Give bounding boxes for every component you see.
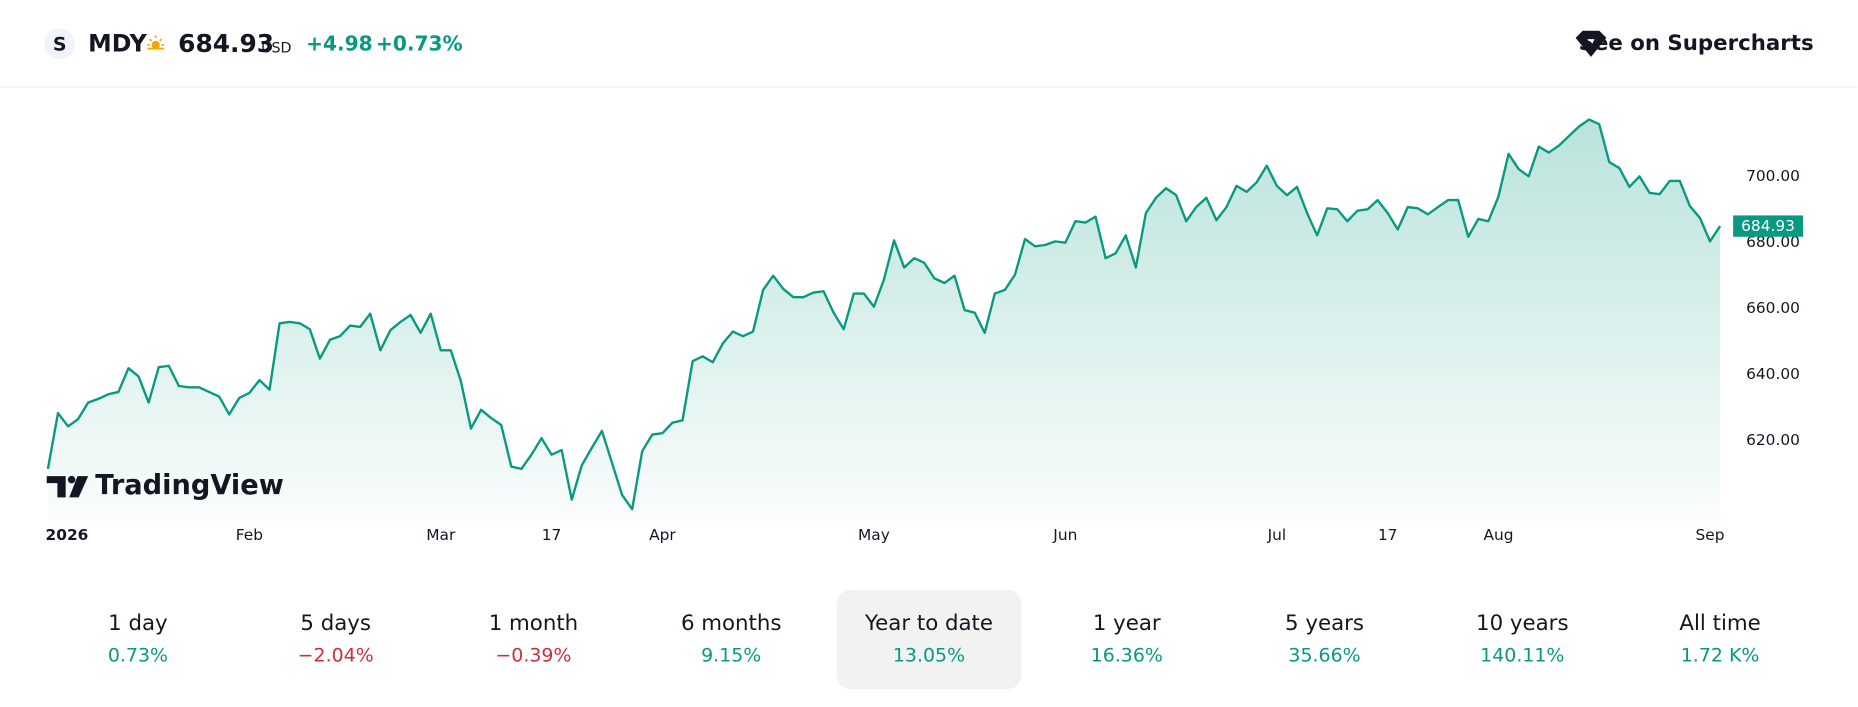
period-change: −0.39% — [495, 645, 571, 667]
x-tick-label: Jul — [1267, 526, 1287, 544]
x-tick-label: Aug — [1483, 526, 1513, 544]
period-name: 5 days — [300, 611, 371, 636]
logo-letter: S — [53, 34, 67, 56]
last-price-label: 684.93 — [1741, 217, 1795, 235]
period-tab[interactable]: Year to date 13.05% — [836, 589, 1022, 690]
x-tick-label: Feb — [236, 526, 263, 544]
price: 684.93 — [178, 29, 274, 58]
area-fill — [47, 119, 1721, 522]
plot: 620.00 640.00 660.00 680.00 700.00 2026 Feb Mar… — [46, 118, 1803, 544]
period-tab[interactable]: 10 years 140.11% — [1476, 611, 1568, 666]
symbol-logo — [44, 28, 76, 60]
x-tick-label: 17 — [1378, 526, 1398, 544]
period-name: 5 years — [1285, 611, 1364, 636]
watermark-text: TradingView — [95, 470, 284, 501]
y-tick-label: 660.00 — [1746, 299, 1800, 317]
supercharts-link[interactable]: See on Supercharts — [1575, 30, 1814, 57]
period-name: 1 month — [489, 611, 578, 636]
period-tab[interactable]: 6 months 9.15% — [681, 611, 782, 666]
currency: USD — [261, 41, 291, 57]
period-tab[interactable]: 1 month −0.39% — [489, 611, 578, 666]
x-tick-label: Sep — [1696, 526, 1725, 544]
link-text[interactable]: See on Supercharts — [1579, 31, 1814, 56]
y-tick-label: 640.00 — [1746, 365, 1800, 383]
period-change: 140.11% — [1480, 645, 1564, 667]
x-tick-label: Jun — [1052, 526, 1077, 544]
period-change: 35.66% — [1288, 645, 1360, 667]
period-change: 16.36% — [1091, 645, 1163, 667]
period-change: 1.72 K% — [1681, 645, 1760, 667]
symbol: MDY — [88, 30, 147, 58]
period-change: 0.73% — [108, 645, 168, 667]
period-tab[interactable]: 5 days −2.04% — [298, 611, 374, 666]
period-change: −2.04% — [298, 645, 374, 667]
period-tabs: 1 day 0.73% 5 days −2.04% 1 month −0.39% 6 mon… — [108, 589, 1761, 690]
period-name: 6 months — [681, 611, 782, 636]
change-percent: +0.73% — [376, 32, 463, 56]
period-name: 1 day — [108, 611, 167, 636]
watermark: TradingView — [46, 470, 284, 501]
period-tab[interactable]: 1 day 0.73% — [108, 611, 168, 666]
link-icon-cut — [1587, 39, 1595, 47]
period-name: All time — [1679, 611, 1760, 636]
last-price-badge — [1733, 215, 1803, 237]
period-tab[interactable]: 5 years 35.66% — [1285, 611, 1364, 666]
y-tick-label: 700.00 — [1746, 167, 1800, 185]
period-change: 13.05% — [893, 645, 965, 667]
market-status-icon — [147, 35, 164, 50]
period-tab[interactable]: 1 year 16.36% — [1091, 611, 1163, 666]
price-line — [46, 118, 1722, 511]
period-change: 9.15% — [701, 645, 761, 667]
period-tab[interactable]: All time 1.72 K% — [1679, 611, 1760, 666]
x-tick-label: 2026 — [46, 526, 89, 544]
period-name: 1 year — [1093, 611, 1161, 636]
change: +4.98 — [306, 32, 373, 56]
y-tick-label: 680.00 — [1746, 233, 1800, 251]
x-tick-label: 17 — [542, 526, 562, 544]
y-tick-label: 620.00 — [1746, 431, 1800, 449]
period-name: 10 years — [1476, 611, 1568, 636]
x-tick-label: May — [858, 526, 890, 544]
x-tick-label: Mar — [426, 526, 456, 544]
period-name: Year to date — [864, 611, 993, 636]
selected-tab-bg — [836, 589, 1022, 690]
x-tick-label: Apr — [649, 526, 676, 544]
